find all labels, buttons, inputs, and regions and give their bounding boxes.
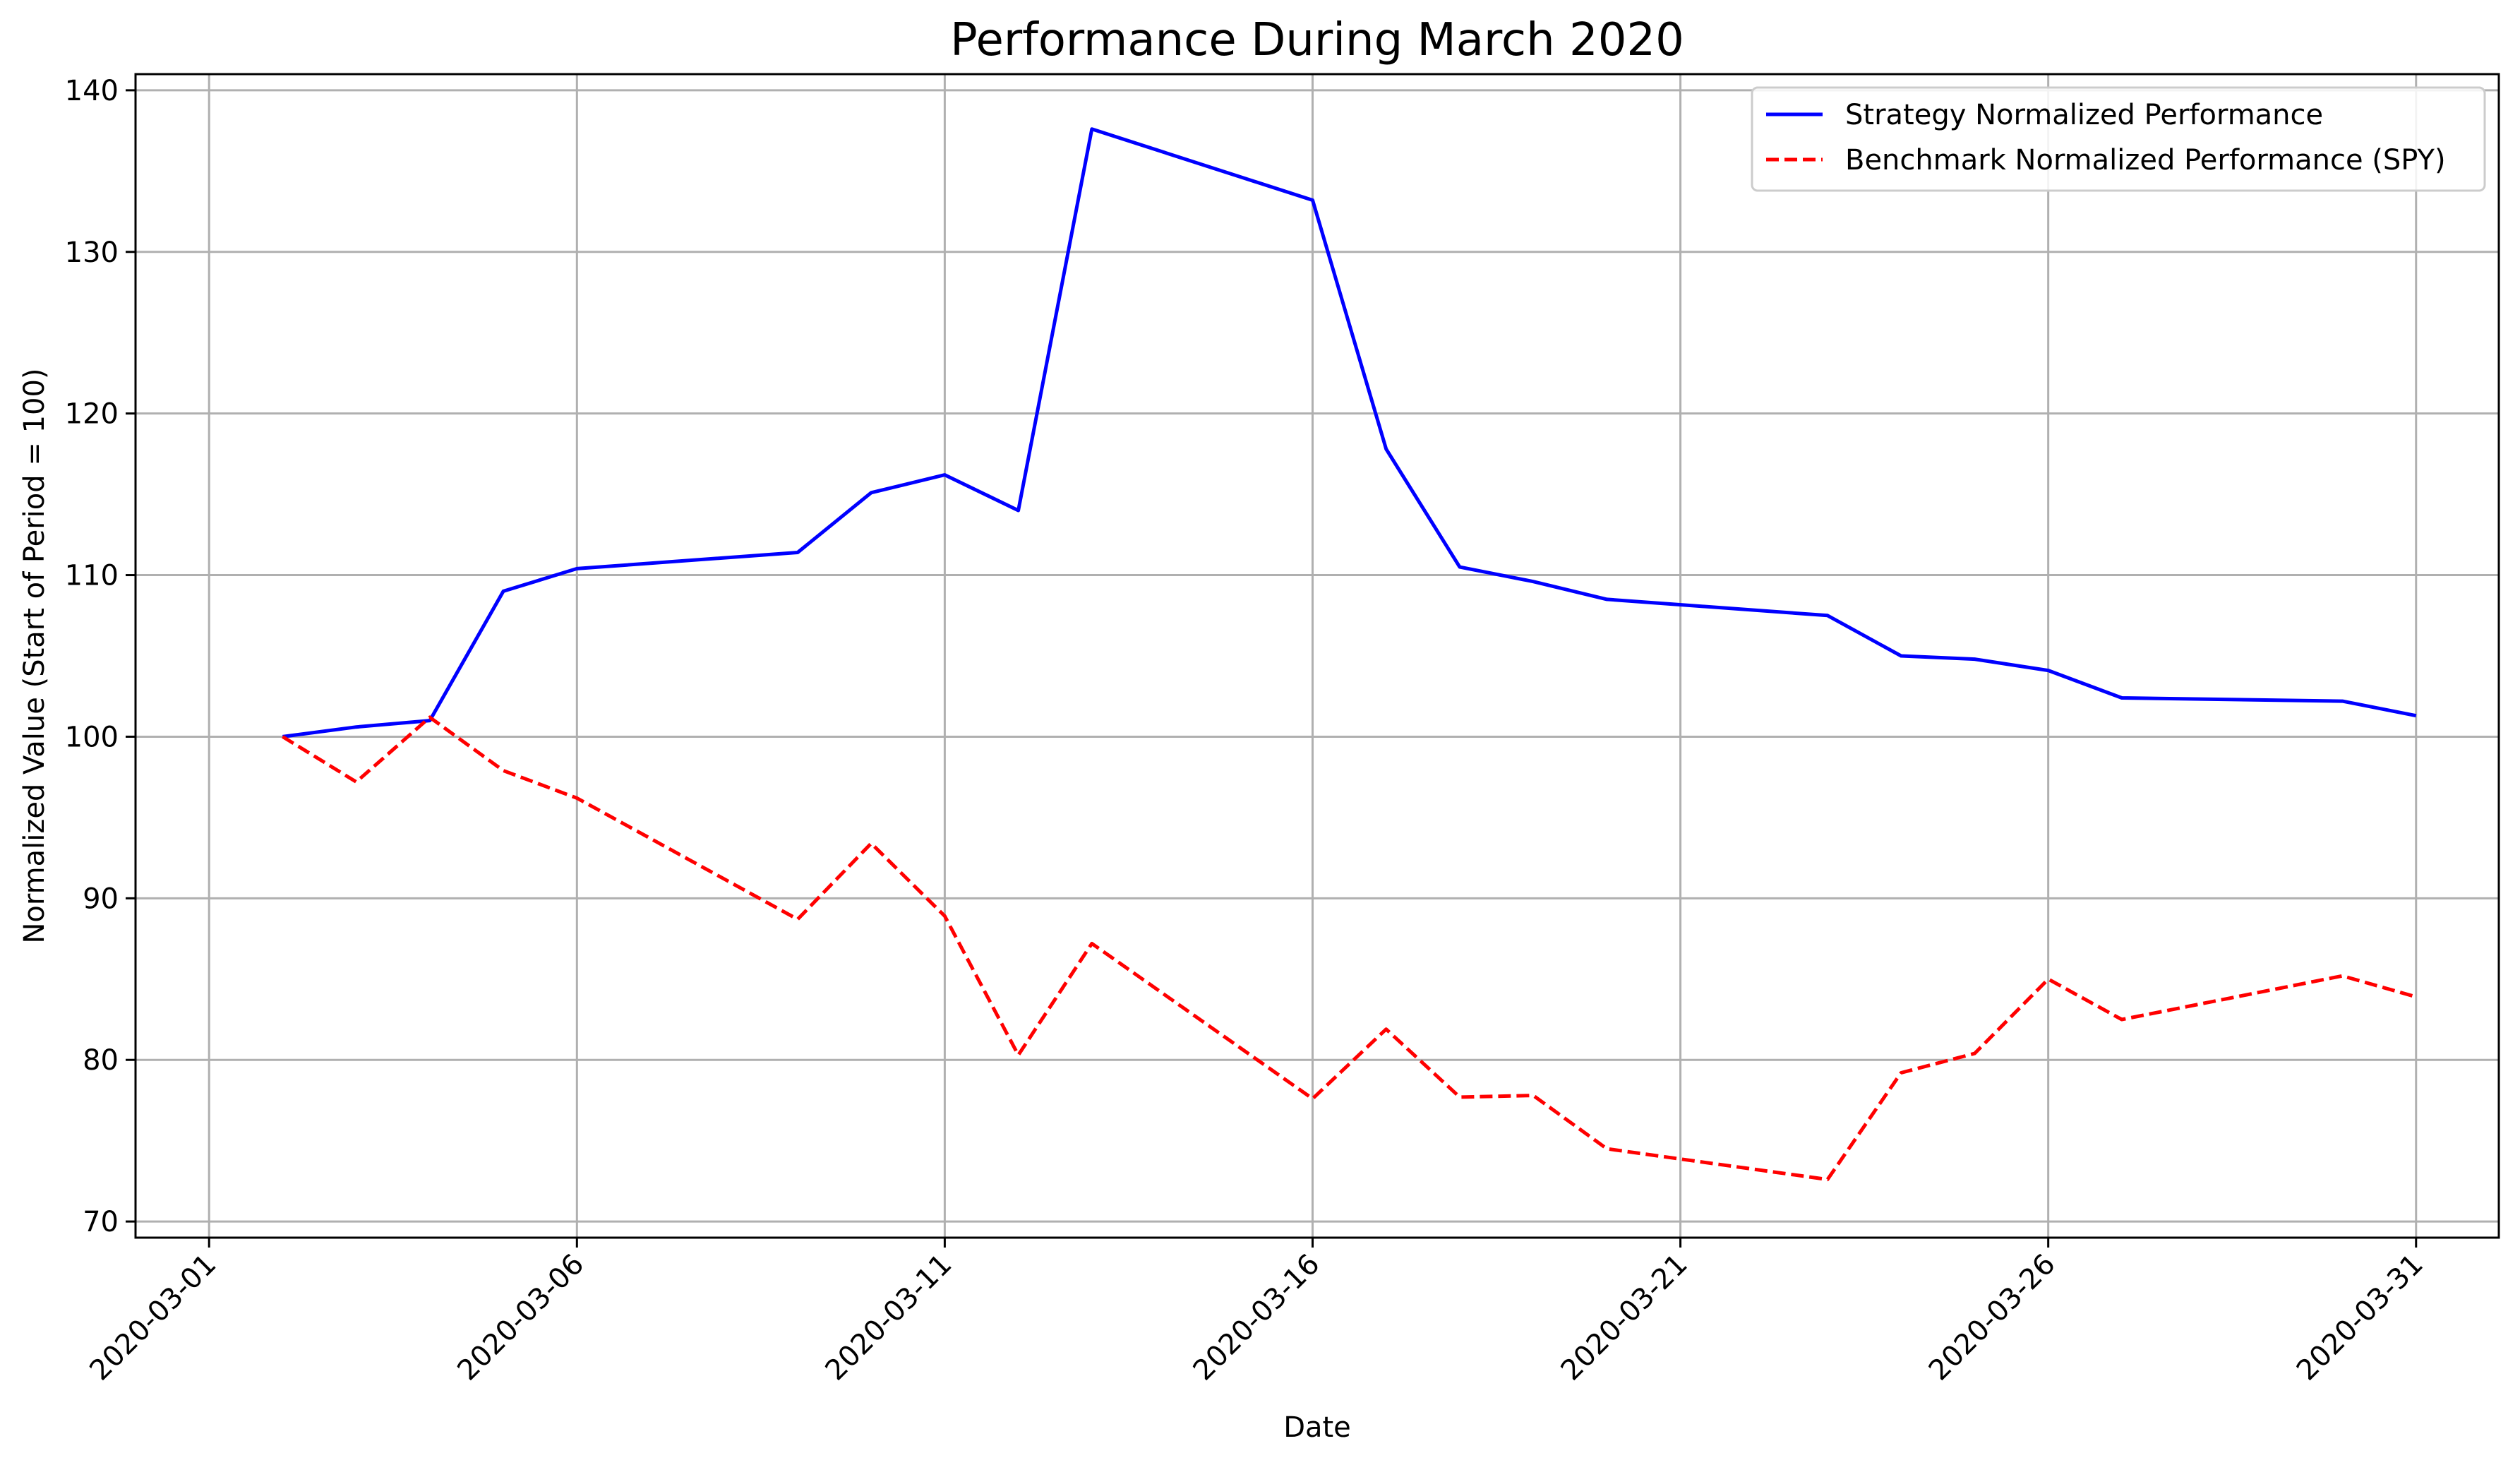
x-axis-label: Date	[1283, 1411, 1351, 1444]
y-tick-label: 120	[65, 398, 119, 431]
y-tick-label: 70	[83, 1206, 119, 1238]
series-line-strategy	[282, 127, 2417, 739]
plot-area-frame	[134, 73, 2500, 1239]
series-lines	[282, 127, 2417, 1182]
series-line-benchmark	[282, 715, 2417, 1182]
y-tick-label: 100	[65, 721, 119, 753]
y-tick-label: 130	[65, 237, 119, 269]
legend: Strategy Normalized Performance Benchmar…	[1751, 86, 2486, 192]
y-tick-label: 140	[65, 75, 119, 107]
y-axis-label: Normalized Value (Start of Period = 100)	[18, 368, 51, 943]
y-tick-label: 80	[83, 1044, 119, 1077]
y-tick-label: 110	[65, 560, 119, 592]
y-tick-label: 90	[83, 883, 119, 915]
chart-title: Performance During March 2020	[950, 14, 1684, 66]
grid-lines	[136, 74, 2499, 1238]
legend-box	[1751, 86, 2486, 192]
legend-label-benchmark: Benchmark Normalized Performance (SPY)	[1845, 144, 2446, 177]
legend-label-strategy: Strategy Normalized Performance	[1845, 99, 2323, 131]
